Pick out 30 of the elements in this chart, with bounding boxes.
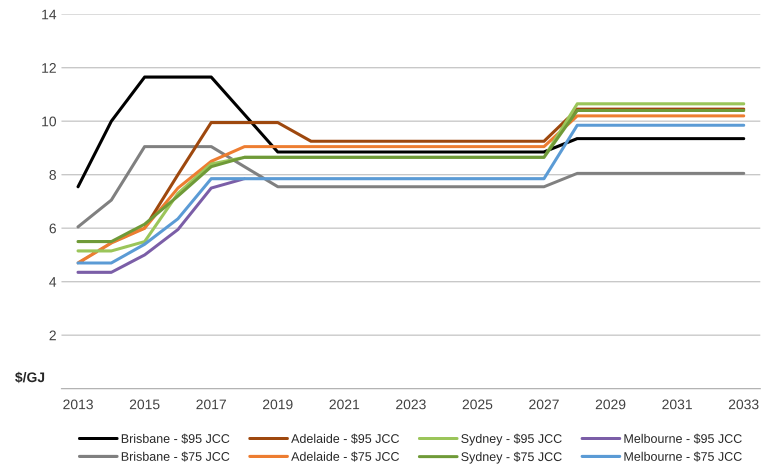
- y-tick-label: 8: [49, 170, 56, 180]
- line-series: [76, 76, 746, 188]
- y-tick-label: 10: [42, 116, 56, 126]
- legend-label: Adelaide - $95 JCC: [291, 434, 400, 444]
- y-tick-label: 4: [49, 277, 56, 287]
- x-tick-label: 2031: [662, 399, 692, 410]
- y-tick-label: 6: [50, 224, 56, 234]
- y-tick-label: 12: [42, 63, 56, 73]
- x-tick-label: 2025: [462, 399, 492, 410]
- x-tick-label: 2015: [130, 399, 160, 410]
- x-tick-label: 2029: [596, 399, 626, 410]
- legend-label: Melbourne - $75 JCC: [624, 452, 742, 462]
- legend-label: Brisbane - $95 JCC: [122, 434, 230, 444]
- legend-label: Sydney - $95 JCC: [461, 434, 562, 446]
- x-tick-label: 2013: [63, 399, 93, 410]
- line-series: [76, 177, 246, 274]
- y-tick-label: 2: [50, 330, 56, 340]
- x-tick-label: 2021: [330, 399, 360, 410]
- x-tick-label: 2017: [196, 399, 226, 410]
- x-tick-label: 2023: [396, 399, 426, 410]
- legend-label: Sydney - $75 JCC: [461, 452, 562, 464]
- x-tick-label: 2027: [529, 399, 559, 410]
- x-tick-label: 2033: [728, 399, 759, 410]
- legend-label: Melbourne - $95 JCC: [624, 434, 742, 444]
- legend-label: Adelaide - $75 JCC: [291, 452, 400, 462]
- legend-label: Brisbane - $75 JCC: [122, 452, 230, 462]
- line-series: [76, 145, 746, 228]
- y-tick-label: 14: [42, 10, 56, 20]
- x-tick-label: 2019: [263, 399, 293, 410]
- y-axis-title: $/GJ: [15, 372, 44, 384]
